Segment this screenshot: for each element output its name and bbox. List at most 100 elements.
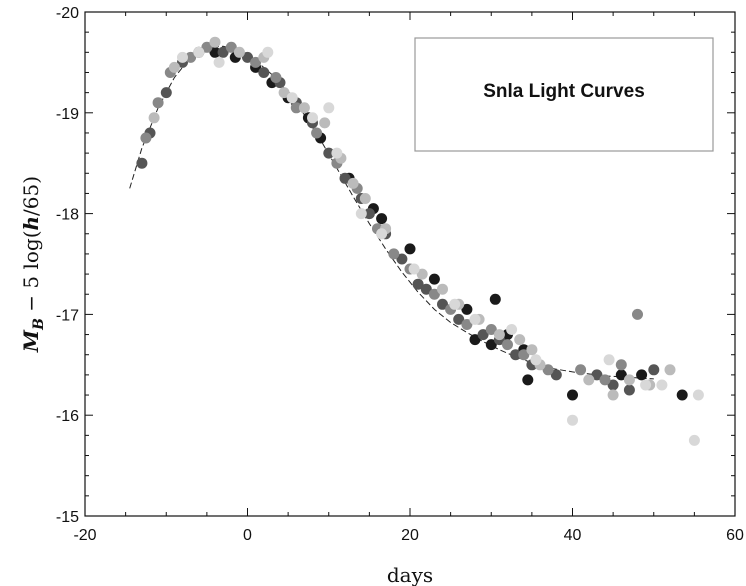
data-point <box>209 36 221 48</box>
data-point <box>347 177 359 189</box>
data-point <box>550 369 562 381</box>
data-point <box>567 414 578 426</box>
data-point <box>412 278 424 290</box>
data-point <box>489 293 501 305</box>
legend-title: Snla Light Curves <box>483 81 645 102</box>
data-point <box>319 117 331 129</box>
data-point <box>664 364 676 376</box>
data-point <box>575 364 587 376</box>
data-point <box>298 102 310 114</box>
x-tick-label: 60 <box>726 527 744 544</box>
x-tick-label: -20 <box>73 527 96 544</box>
data-point <box>177 51 188 63</box>
data-point <box>193 46 205 58</box>
data-point <box>331 147 343 159</box>
data-point <box>185 51 197 63</box>
data-point <box>640 379 652 391</box>
data-point <box>502 339 513 351</box>
data-point <box>311 127 323 139</box>
y-axis-label-main: M <box>19 329 43 353</box>
y-tick-label: -20 <box>56 5 79 22</box>
legend: Snla Light Curves <box>414 37 714 152</box>
data-point <box>396 253 408 265</box>
data-point <box>623 384 635 396</box>
data-point <box>615 369 627 381</box>
data-point <box>656 379 668 391</box>
data-point <box>567 389 578 401</box>
y-tick-label: -16 <box>56 408 79 425</box>
data-point <box>688 434 700 446</box>
data-point <box>636 369 648 381</box>
data-point <box>607 389 619 401</box>
data-point <box>530 354 542 366</box>
x-tick-label: 20 <box>401 527 419 544</box>
data-point <box>201 41 213 53</box>
data-point <box>615 359 627 371</box>
data-point <box>339 172 351 184</box>
data-point <box>506 324 518 335</box>
data-point <box>599 374 611 386</box>
data-point <box>518 349 530 361</box>
data-point <box>209 46 221 58</box>
data-point <box>493 329 505 341</box>
data-point <box>250 56 262 68</box>
data-point <box>428 273 440 285</box>
x-axis-label: days <box>387 563 433 586</box>
data-point <box>258 67 270 78</box>
y-axis-label-end: /65) <box>19 176 43 216</box>
data-point <box>148 112 160 124</box>
data-point <box>286 92 298 104</box>
data-point <box>388 248 400 260</box>
data-point <box>376 213 388 225</box>
data-point <box>140 132 152 144</box>
y-axis-label: MB − 5 log(h/65) <box>19 176 47 353</box>
data-point <box>437 298 448 310</box>
data-point <box>461 303 473 315</box>
data-point <box>461 319 473 330</box>
data-point <box>676 389 688 401</box>
data-point <box>408 263 420 275</box>
axis-ticks: -20 0 20 40 60 -20 -19 -18 -17 -16 -15 <box>56 5 744 544</box>
data-point <box>363 208 375 220</box>
data-point <box>323 147 335 159</box>
data-point <box>648 364 660 376</box>
data-point <box>242 51 253 63</box>
data-point <box>160 87 172 99</box>
data-point <box>376 228 388 240</box>
y-axis-label-subscript: B <box>31 318 47 331</box>
data-point <box>603 354 615 366</box>
data-point <box>469 334 481 346</box>
data-point <box>270 72 282 83</box>
data-point <box>307 112 318 124</box>
data-point <box>136 157 148 169</box>
data-point <box>485 339 497 351</box>
data-point <box>168 61 180 73</box>
y-axis-label-italic: h <box>19 216 43 231</box>
data-point <box>152 97 164 109</box>
data-point <box>225 41 237 53</box>
data-point <box>477 329 489 341</box>
data-point <box>591 369 603 381</box>
y-tick-label: -15 <box>56 509 79 526</box>
data-point <box>323 102 335 114</box>
data-point <box>623 374 635 386</box>
data-point <box>404 243 416 255</box>
data-point <box>355 208 367 220</box>
data-point <box>607 379 619 391</box>
data-point <box>217 46 229 58</box>
data-point <box>453 313 465 325</box>
legend-box <box>414 37 714 152</box>
data-point <box>469 313 481 325</box>
data-point <box>632 308 643 320</box>
y-tick-label: -18 <box>56 207 79 224</box>
y-tick-label: -17 <box>56 307 79 324</box>
data-point <box>290 102 302 114</box>
data-point <box>420 283 432 295</box>
y-axis-label-rest: − 5 log( <box>19 230 43 318</box>
data-point <box>510 349 522 361</box>
plot-area <box>129 36 704 446</box>
data-point <box>583 374 595 386</box>
data-point <box>437 283 448 295</box>
data-point <box>428 288 440 300</box>
